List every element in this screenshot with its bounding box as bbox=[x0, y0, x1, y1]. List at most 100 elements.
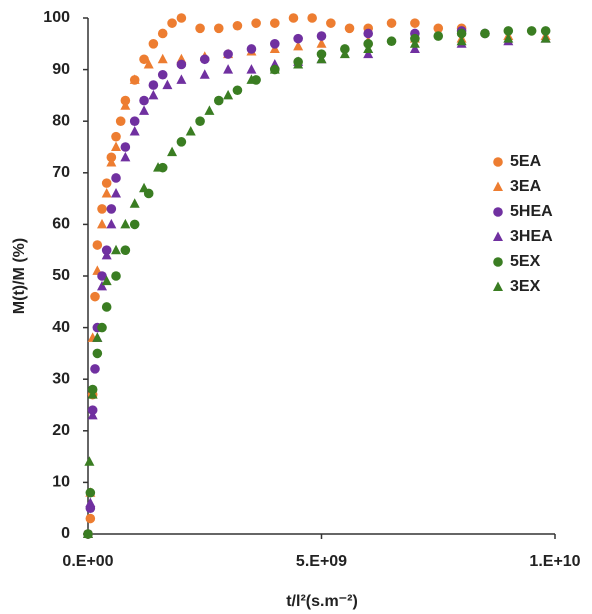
triangle-point bbox=[162, 79, 173, 90]
circle-point bbox=[176, 59, 187, 70]
legend-label: 3HEA bbox=[510, 228, 553, 245]
triangle-point bbox=[293, 40, 304, 51]
triangle-point bbox=[503, 33, 514, 43]
triangle-point bbox=[204, 105, 215, 115]
legend-label: 3EA bbox=[510, 178, 542, 195]
circle-point bbox=[246, 44, 257, 54]
y-tick-label: 90 bbox=[52, 61, 70, 78]
circle-point bbox=[92, 240, 103, 250]
triangle-point bbox=[129, 126, 140, 136]
circle-point bbox=[129, 219, 140, 230]
legend-label: 5EA bbox=[510, 153, 542, 170]
triangle-point bbox=[87, 389, 98, 399]
circle-point bbox=[223, 49, 233, 59]
triangle-point bbox=[139, 105, 150, 115]
triangle-point bbox=[139, 182, 150, 193]
circle-point bbox=[157, 69, 168, 80]
circle-point bbox=[111, 271, 121, 281]
triangle-point bbox=[540, 33, 551, 43]
y-tick-label: 100 bbox=[43, 9, 70, 26]
triangle-point bbox=[316, 38, 327, 48]
y-tick-label: 20 bbox=[52, 422, 70, 439]
circle-point bbox=[101, 178, 112, 188]
y-tick-label: 80 bbox=[52, 112, 70, 129]
y-tick-label: 50 bbox=[52, 267, 70, 284]
circle-point bbox=[97, 271, 107, 281]
triangle-point bbox=[120, 151, 131, 162]
triangle-point bbox=[120, 100, 131, 110]
circle-point bbox=[92, 348, 103, 359]
legend-marker bbox=[493, 231, 503, 241]
circle-point bbox=[456, 28, 467, 39]
circle-point bbox=[363, 28, 374, 39]
x-tick-label: 1.E+10 bbox=[529, 553, 580, 570]
y-tick-label: 0 bbox=[61, 525, 70, 542]
circle-point bbox=[213, 95, 224, 106]
circle-point bbox=[85, 513, 96, 524]
circle-point bbox=[326, 18, 336, 28]
circle-point bbox=[199, 54, 210, 65]
triangle-point bbox=[246, 64, 257, 74]
circle-point bbox=[232, 85, 243, 96]
circle-point bbox=[293, 33, 303, 44]
y-tick-label: 70 bbox=[52, 164, 70, 181]
circle-point bbox=[195, 116, 205, 126]
circle-point bbox=[288, 13, 299, 23]
triangle-point bbox=[87, 409, 98, 420]
triangle-point bbox=[409, 38, 420, 48]
circle-point bbox=[167, 18, 177, 28]
circle-point bbox=[157, 28, 168, 39]
triangle-point bbox=[111, 244, 122, 255]
triangle-point bbox=[101, 249, 112, 260]
triangle-point bbox=[223, 64, 234, 74]
triangle-point bbox=[293, 58, 304, 69]
legend-label: 5EX bbox=[510, 253, 541, 270]
circle-point bbox=[251, 18, 261, 28]
circle-point bbox=[111, 173, 121, 183]
circle-point bbox=[270, 18, 280, 28]
triangle-point bbox=[176, 74, 187, 84]
circle-point bbox=[526, 26, 537, 36]
triangle-point bbox=[339, 48, 350, 59]
triangle-point bbox=[101, 187, 112, 198]
legend-marker bbox=[493, 281, 503, 291]
triangle-point bbox=[85, 497, 96, 508]
triangle-point bbox=[101, 275, 112, 286]
circle-point bbox=[97, 322, 107, 333]
circle-point bbox=[90, 291, 100, 302]
circle-point bbox=[115, 116, 126, 126]
circle-point bbox=[106, 204, 117, 214]
circle-point bbox=[270, 39, 280, 49]
triangle-point bbox=[97, 218, 108, 229]
circle-point bbox=[120, 245, 131, 255]
circle-point bbox=[503, 26, 514, 36]
x-axis-label: t/l²(s.m⁻²) bbox=[286, 593, 358, 610]
circle-point bbox=[90, 364, 100, 374]
triangle-point bbox=[223, 89, 234, 100]
circle-point bbox=[85, 487, 96, 498]
triangle-point bbox=[199, 69, 210, 79]
triangle-point bbox=[185, 126, 196, 136]
triangle-point bbox=[106, 218, 117, 229]
triangle-point bbox=[111, 141, 122, 151]
circle-point bbox=[386, 36, 397, 47]
triangle-point bbox=[153, 162, 164, 172]
circle-point bbox=[433, 23, 444, 34]
triangle-point bbox=[316, 53, 327, 64]
triangle-point bbox=[111, 187, 122, 198]
circle-point bbox=[213, 23, 224, 34]
triangle-point bbox=[167, 146, 178, 157]
legend-marker bbox=[493, 181, 503, 191]
x-tick-label: 0.E+00 bbox=[62, 553, 113, 570]
x-tick-label: 5.E+09 bbox=[296, 553, 347, 570]
circle-point bbox=[232, 20, 243, 31]
circle-point bbox=[344, 23, 355, 34]
circle-point bbox=[129, 116, 140, 126]
triangle-point bbox=[269, 64, 280, 74]
legend-marker bbox=[493, 207, 503, 217]
legend-label: 3EX bbox=[510, 278, 541, 295]
circle-point bbox=[480, 28, 490, 39]
triangle-point bbox=[143, 58, 154, 69]
